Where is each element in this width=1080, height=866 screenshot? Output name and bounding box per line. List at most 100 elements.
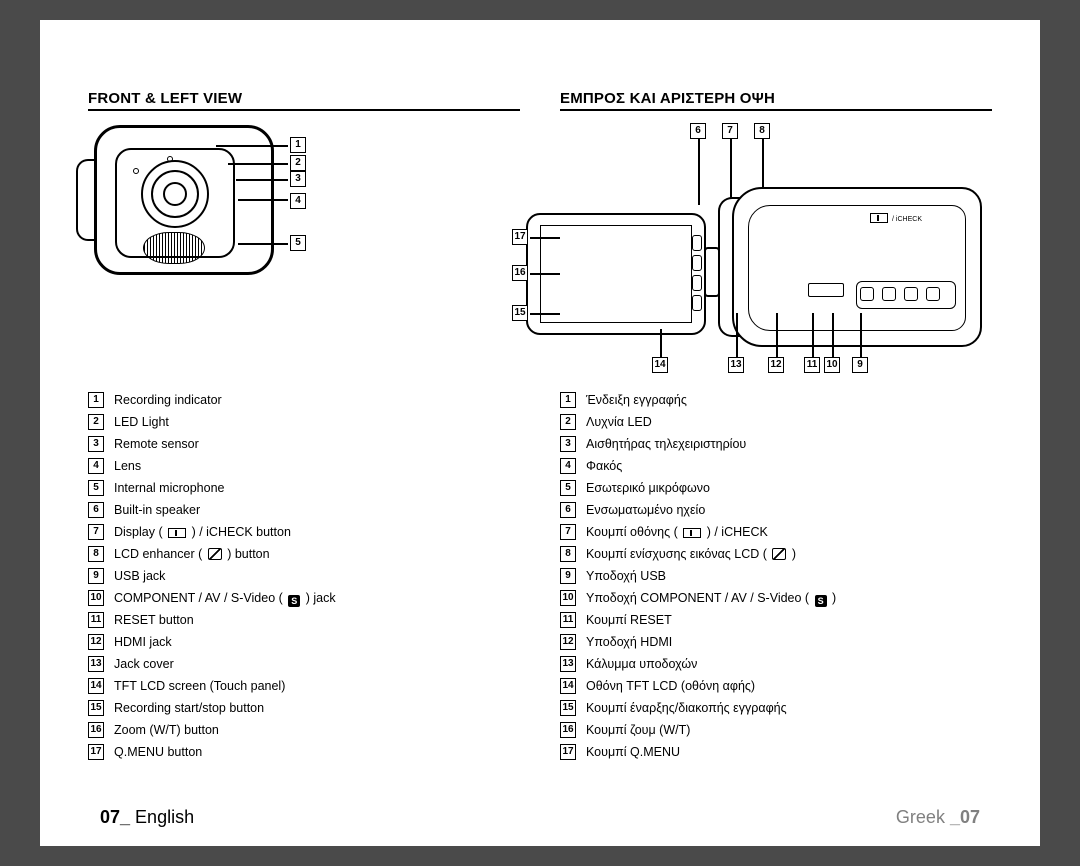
- part-number-box: 9: [88, 568, 104, 584]
- display-icon: [168, 528, 186, 538]
- part-number-box: 1: [88, 392, 104, 408]
- part-label: Recording start/stop button: [114, 697, 264, 719]
- part-row: 12 Υποδοχή HDMI: [560, 631, 992, 653]
- sensor-dot: [133, 168, 139, 174]
- part-label: Ενσωματωμένο ηχείο: [586, 499, 705, 521]
- part-row: 4Φακός: [560, 455, 992, 477]
- part-row: 13Jack cover: [88, 653, 520, 675]
- page-number: _07: [950, 807, 980, 827]
- callout-box: 10: [824, 357, 840, 373]
- part-number-box: 7: [560, 524, 576, 540]
- part-label: HDMI jack: [114, 631, 172, 653]
- part-number-box: 11: [560, 612, 576, 628]
- footer-right: Greek _07: [896, 807, 980, 828]
- manual-page: FRONT & LEFT VIEW 1 2 3: [0, 0, 1080, 866]
- part-number-box: 6: [88, 502, 104, 518]
- leader-line: [736, 313, 738, 357]
- callout-box: 5: [290, 235, 306, 251]
- callout-box: 4: [290, 193, 306, 209]
- callout-box: 1: [290, 137, 306, 153]
- part-number-box: 8: [88, 546, 104, 562]
- part-row: 4Lens: [88, 455, 520, 477]
- leader-line: [860, 313, 862, 357]
- part-number-box: 16: [560, 722, 576, 738]
- part-number-box: 12: [88, 634, 104, 650]
- part-row: 16Zoom (W/T) button: [88, 719, 520, 741]
- part-label: Κάλυμμα υποδοχών: [586, 653, 697, 675]
- s-video-icon: S: [288, 595, 300, 607]
- footer-lang: Greek: [896, 807, 950, 827]
- part-row: 9 Υποδοχή USB: [560, 565, 992, 587]
- part-row: 11RESET button: [88, 609, 520, 631]
- leader-line: [530, 237, 560, 239]
- part-label: Λυχνία LED: [586, 411, 652, 433]
- part-label: USB jack: [114, 565, 165, 587]
- part-row: 10COMPONENT / AV / S-Video ( S ) jack: [88, 587, 520, 609]
- leader-line: [660, 329, 662, 357]
- part-label: Κουμπί ενίσχυσης εικόνας LCD ( ): [586, 543, 796, 565]
- part-number-box: 10: [88, 590, 104, 606]
- callout-box: 9: [852, 357, 868, 373]
- leader-line: [832, 313, 834, 357]
- s-video-icon: S: [815, 595, 827, 607]
- part-number-box: 5: [560, 480, 576, 496]
- part-number-box: 13: [560, 656, 576, 672]
- callout-box: 15: [512, 305, 528, 321]
- part-label: Recording indicator: [114, 389, 222, 411]
- part-label: Υποδοχή USB: [586, 565, 666, 587]
- part-label: Zoom (W/T) button: [114, 719, 219, 741]
- zoom-w-button: [692, 255, 702, 271]
- part-number-box: 6: [560, 502, 576, 518]
- part-row: 14TFT LCD screen (Touch panel): [88, 675, 520, 697]
- display-icon: [870, 213, 888, 223]
- part-label: Κουμπί έναρξης/διακοπής εγγραφής: [586, 697, 787, 719]
- part-row: 16 Κουμπί ζουμ (W/T): [560, 719, 992, 741]
- part-number-box: 1: [560, 392, 576, 408]
- part-label: Αισθητήρας τηλεχειριστηρίου: [586, 433, 746, 455]
- leader-line: [238, 243, 288, 245]
- heading-left: FRONT & LEFT VIEW: [88, 90, 520, 111]
- qmenu-button: [692, 235, 702, 251]
- lens-ring-inner: [163, 182, 187, 206]
- part-number-box: 3: [560, 436, 576, 452]
- part-label: Κουμπί ζουμ (W/T): [586, 719, 690, 741]
- reset-port: [860, 287, 874, 301]
- part-number-box: 5: [88, 480, 104, 496]
- part-label: Εσωτερικό μικρόφωνο: [586, 477, 710, 499]
- part-label: Display ( ) / iCHECK button: [114, 521, 291, 543]
- part-row: 9 USB jack: [88, 565, 520, 587]
- leader-line: [228, 163, 288, 165]
- callout-box: 17: [512, 229, 528, 245]
- callout-box: 6: [690, 123, 706, 139]
- two-column-layout: FRONT & LEFT VIEW 1 2 3: [88, 90, 992, 826]
- part-label: LCD enhancer ( ) button: [114, 543, 270, 565]
- callout-box: 11: [804, 357, 820, 373]
- part-row: 17Κουμπί Q.MENU: [560, 741, 992, 763]
- callout-box: 14: [652, 357, 668, 373]
- part-number-box: 3: [88, 436, 104, 452]
- parts-list-right: 1Ένδειξη εγγραφής2Λυχνία LED3Αισθητήρας …: [560, 389, 992, 763]
- callout-box: 13: [728, 357, 744, 373]
- part-number-box: 12: [560, 634, 576, 650]
- part-row: 15Κουμπί έναρξης/διακοπής εγγραφής: [560, 697, 992, 719]
- callout-box: 12: [768, 357, 784, 373]
- part-row: 11Κουμπί RESET: [560, 609, 992, 631]
- leader-line: [216, 145, 288, 147]
- part-label: TFT LCD screen (Touch panel): [114, 675, 285, 697]
- av-port: [904, 287, 918, 301]
- part-row: 1Ένδειξη εγγραφής: [560, 389, 992, 411]
- part-row: 5Internal microphone: [88, 477, 520, 499]
- callout-box: 16: [512, 265, 528, 281]
- part-row: 5 Εσωτερικό μικρόφωνο: [560, 477, 992, 499]
- part-number-box: 9: [560, 568, 576, 584]
- part-row: 6Built-in speaker: [88, 499, 520, 521]
- part-row: 7Display ( ) / iCHECK button: [88, 521, 520, 543]
- lcd-screen: [540, 225, 692, 323]
- enhancer-icon: [208, 548, 222, 560]
- part-label: Jack cover: [114, 653, 174, 675]
- footer-lang: English: [130, 807, 194, 827]
- zoom-t-button: [692, 275, 702, 291]
- part-label: Υποδοχή HDMI: [586, 631, 672, 653]
- camcorder-panel: [748, 205, 966, 331]
- part-row: 14Οθόνη TFT LCD (οθόνη αφής): [560, 675, 992, 697]
